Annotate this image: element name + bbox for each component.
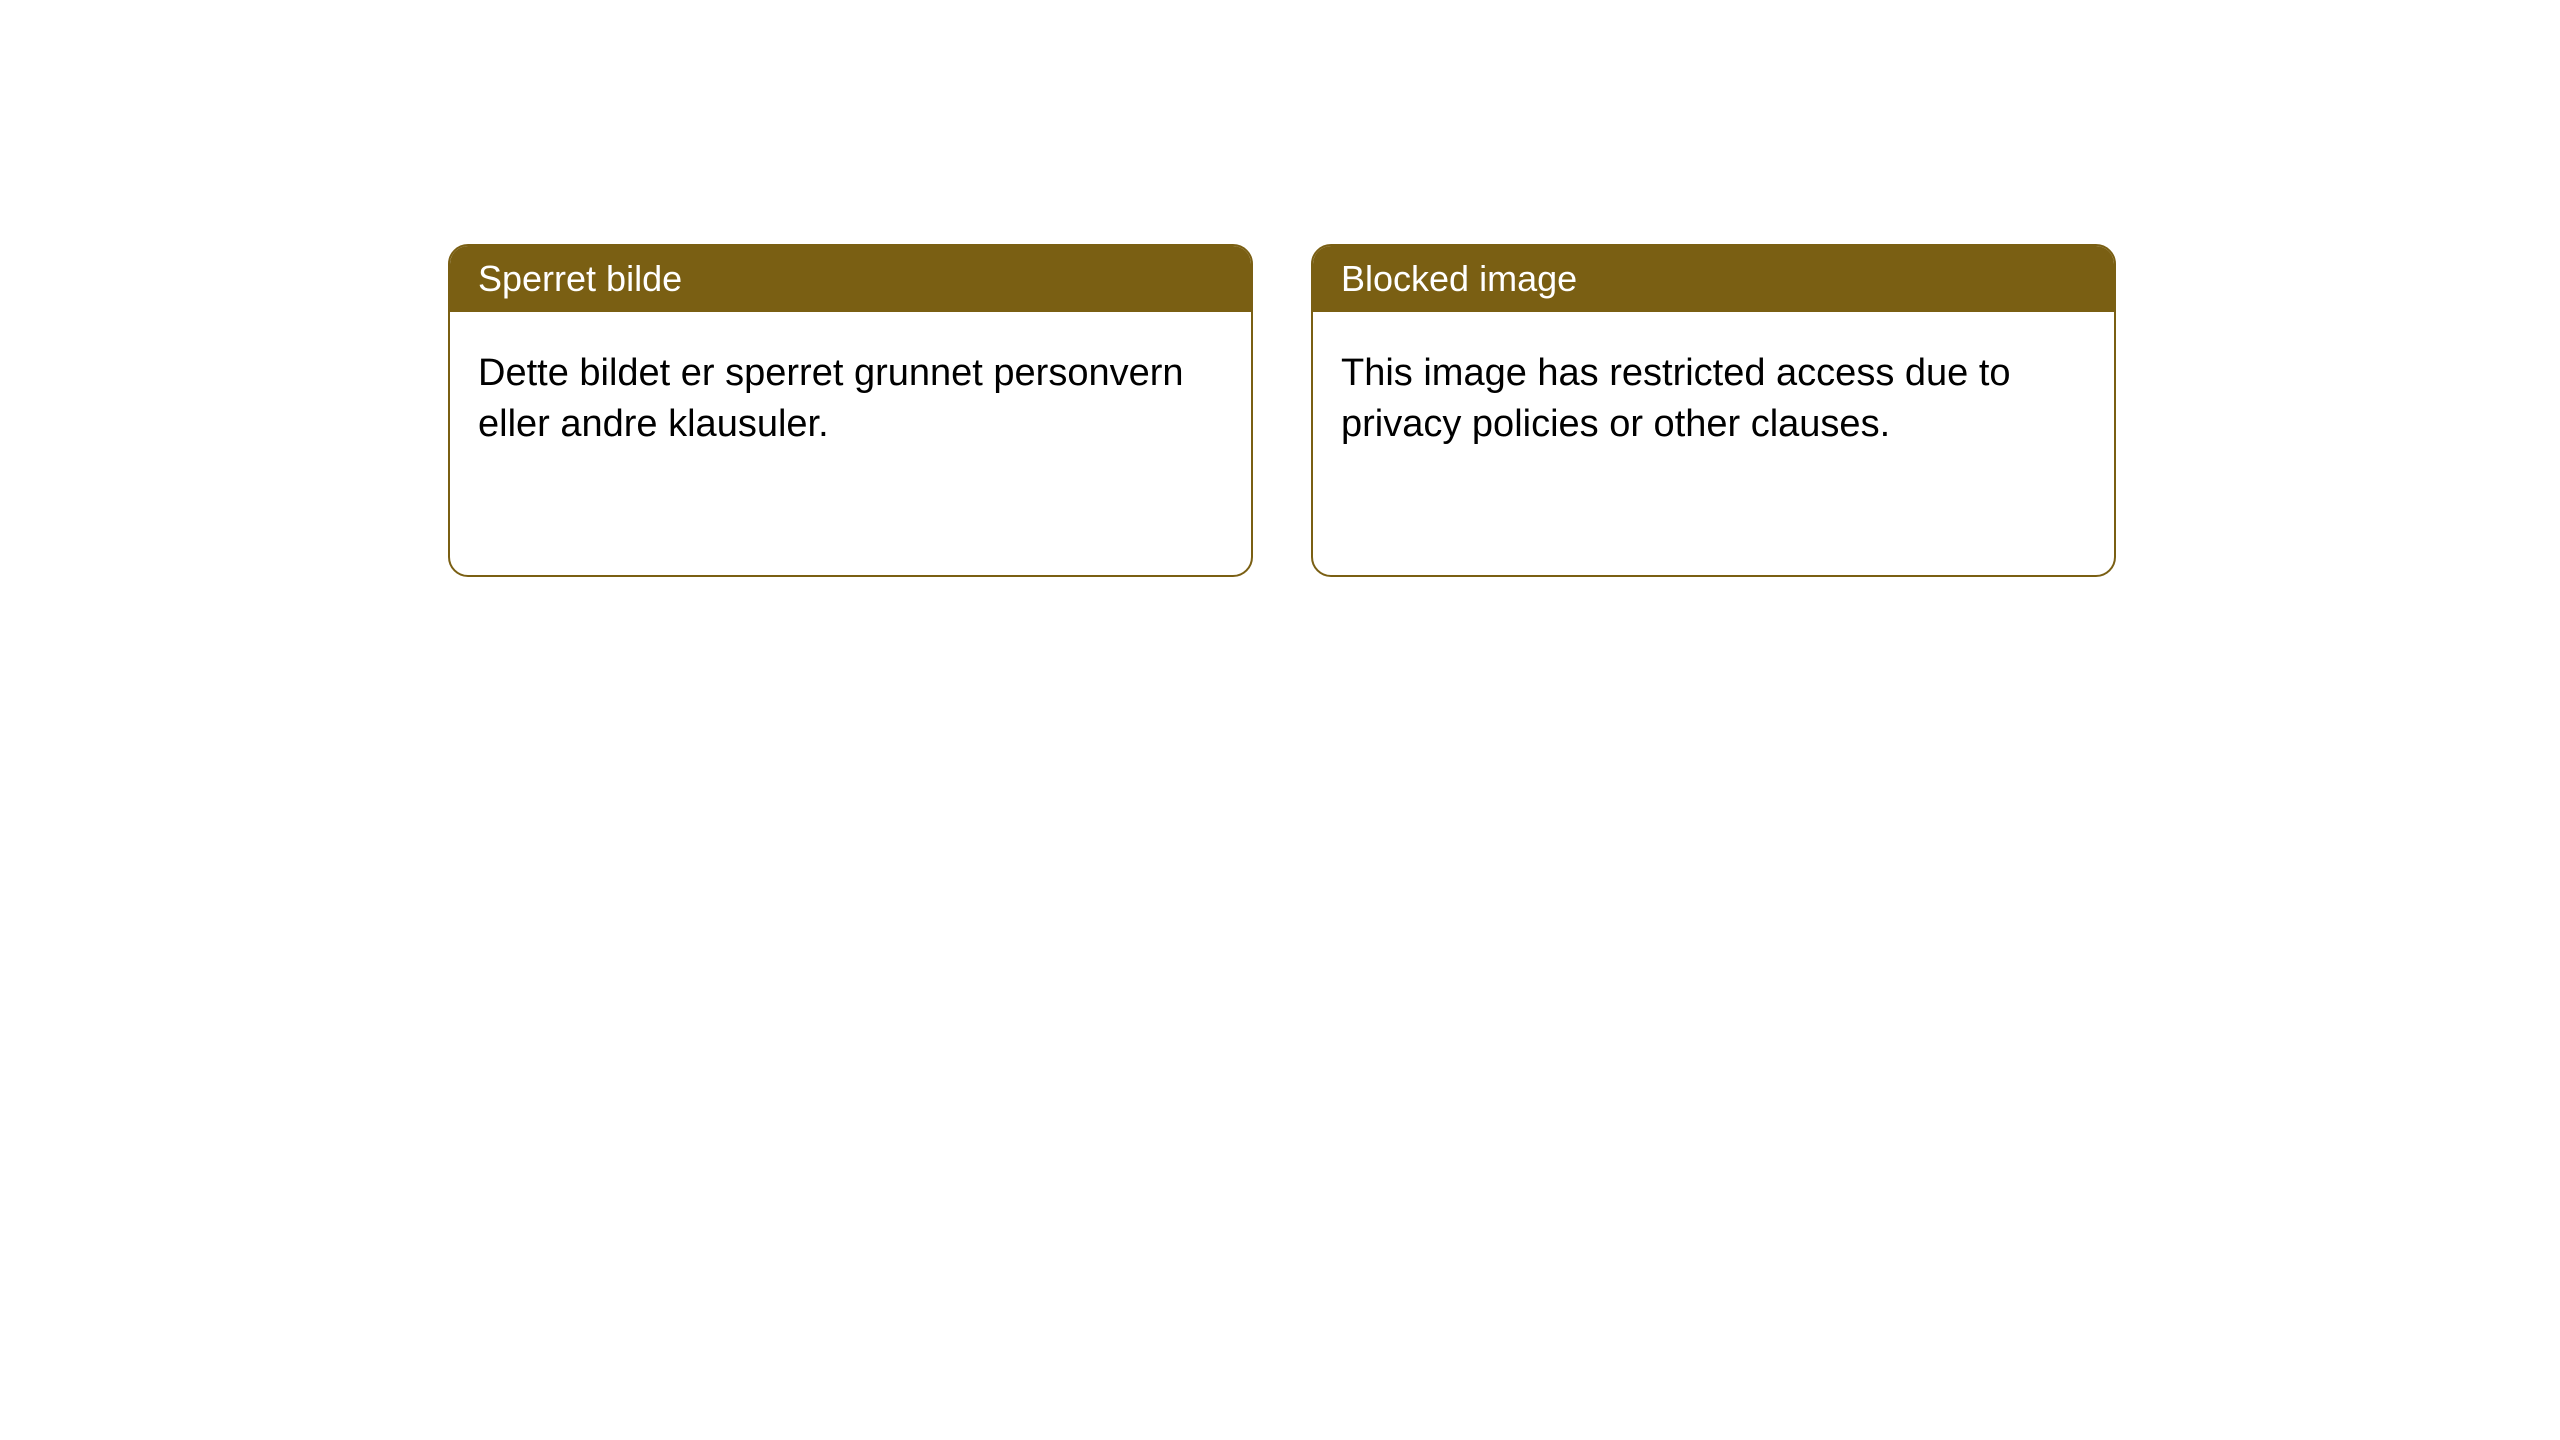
notice-title: Blocked image bbox=[1313, 246, 2114, 312]
notice-card-english: Blocked image This image has restricted … bbox=[1311, 244, 2116, 577]
notice-card-norwegian: Sperret bilde Dette bildet er sperret gr… bbox=[448, 244, 1253, 577]
notice-body: This image has restricted access due to … bbox=[1313, 312, 2114, 487]
notice-container: Sperret bilde Dette bildet er sperret gr… bbox=[0, 0, 2560, 577]
notice-title: Sperret bilde bbox=[450, 246, 1251, 312]
notice-body: Dette bildet er sperret grunnet personve… bbox=[450, 312, 1251, 487]
